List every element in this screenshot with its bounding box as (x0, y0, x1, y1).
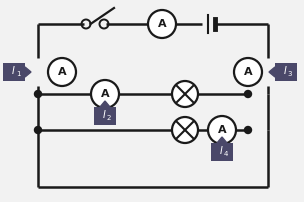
Polygon shape (25, 67, 31, 77)
Circle shape (208, 116, 236, 144)
FancyBboxPatch shape (275, 63, 297, 81)
Text: A: A (158, 19, 166, 29)
FancyBboxPatch shape (211, 143, 233, 161)
Polygon shape (269, 67, 275, 77)
Circle shape (34, 126, 42, 134)
Text: 1: 1 (16, 71, 20, 77)
Text: 4: 4 (224, 151, 228, 157)
Circle shape (172, 117, 198, 143)
FancyBboxPatch shape (3, 63, 25, 81)
Circle shape (148, 10, 176, 38)
Text: A: A (58, 67, 66, 77)
Circle shape (234, 58, 262, 86)
Circle shape (48, 58, 76, 86)
Circle shape (34, 90, 42, 98)
Circle shape (244, 90, 251, 98)
Text: 3: 3 (288, 71, 292, 77)
Circle shape (244, 126, 251, 134)
Polygon shape (100, 101, 110, 107)
Circle shape (91, 80, 119, 108)
Text: 2: 2 (107, 115, 111, 121)
Text: A: A (218, 125, 226, 135)
Text: A: A (244, 67, 252, 77)
Text: I: I (102, 109, 105, 120)
Polygon shape (217, 137, 227, 143)
Text: I: I (12, 65, 14, 76)
FancyBboxPatch shape (94, 107, 116, 125)
Text: I: I (219, 145, 223, 156)
Circle shape (172, 81, 198, 107)
Text: A: A (101, 89, 109, 99)
Text: I: I (284, 65, 286, 76)
